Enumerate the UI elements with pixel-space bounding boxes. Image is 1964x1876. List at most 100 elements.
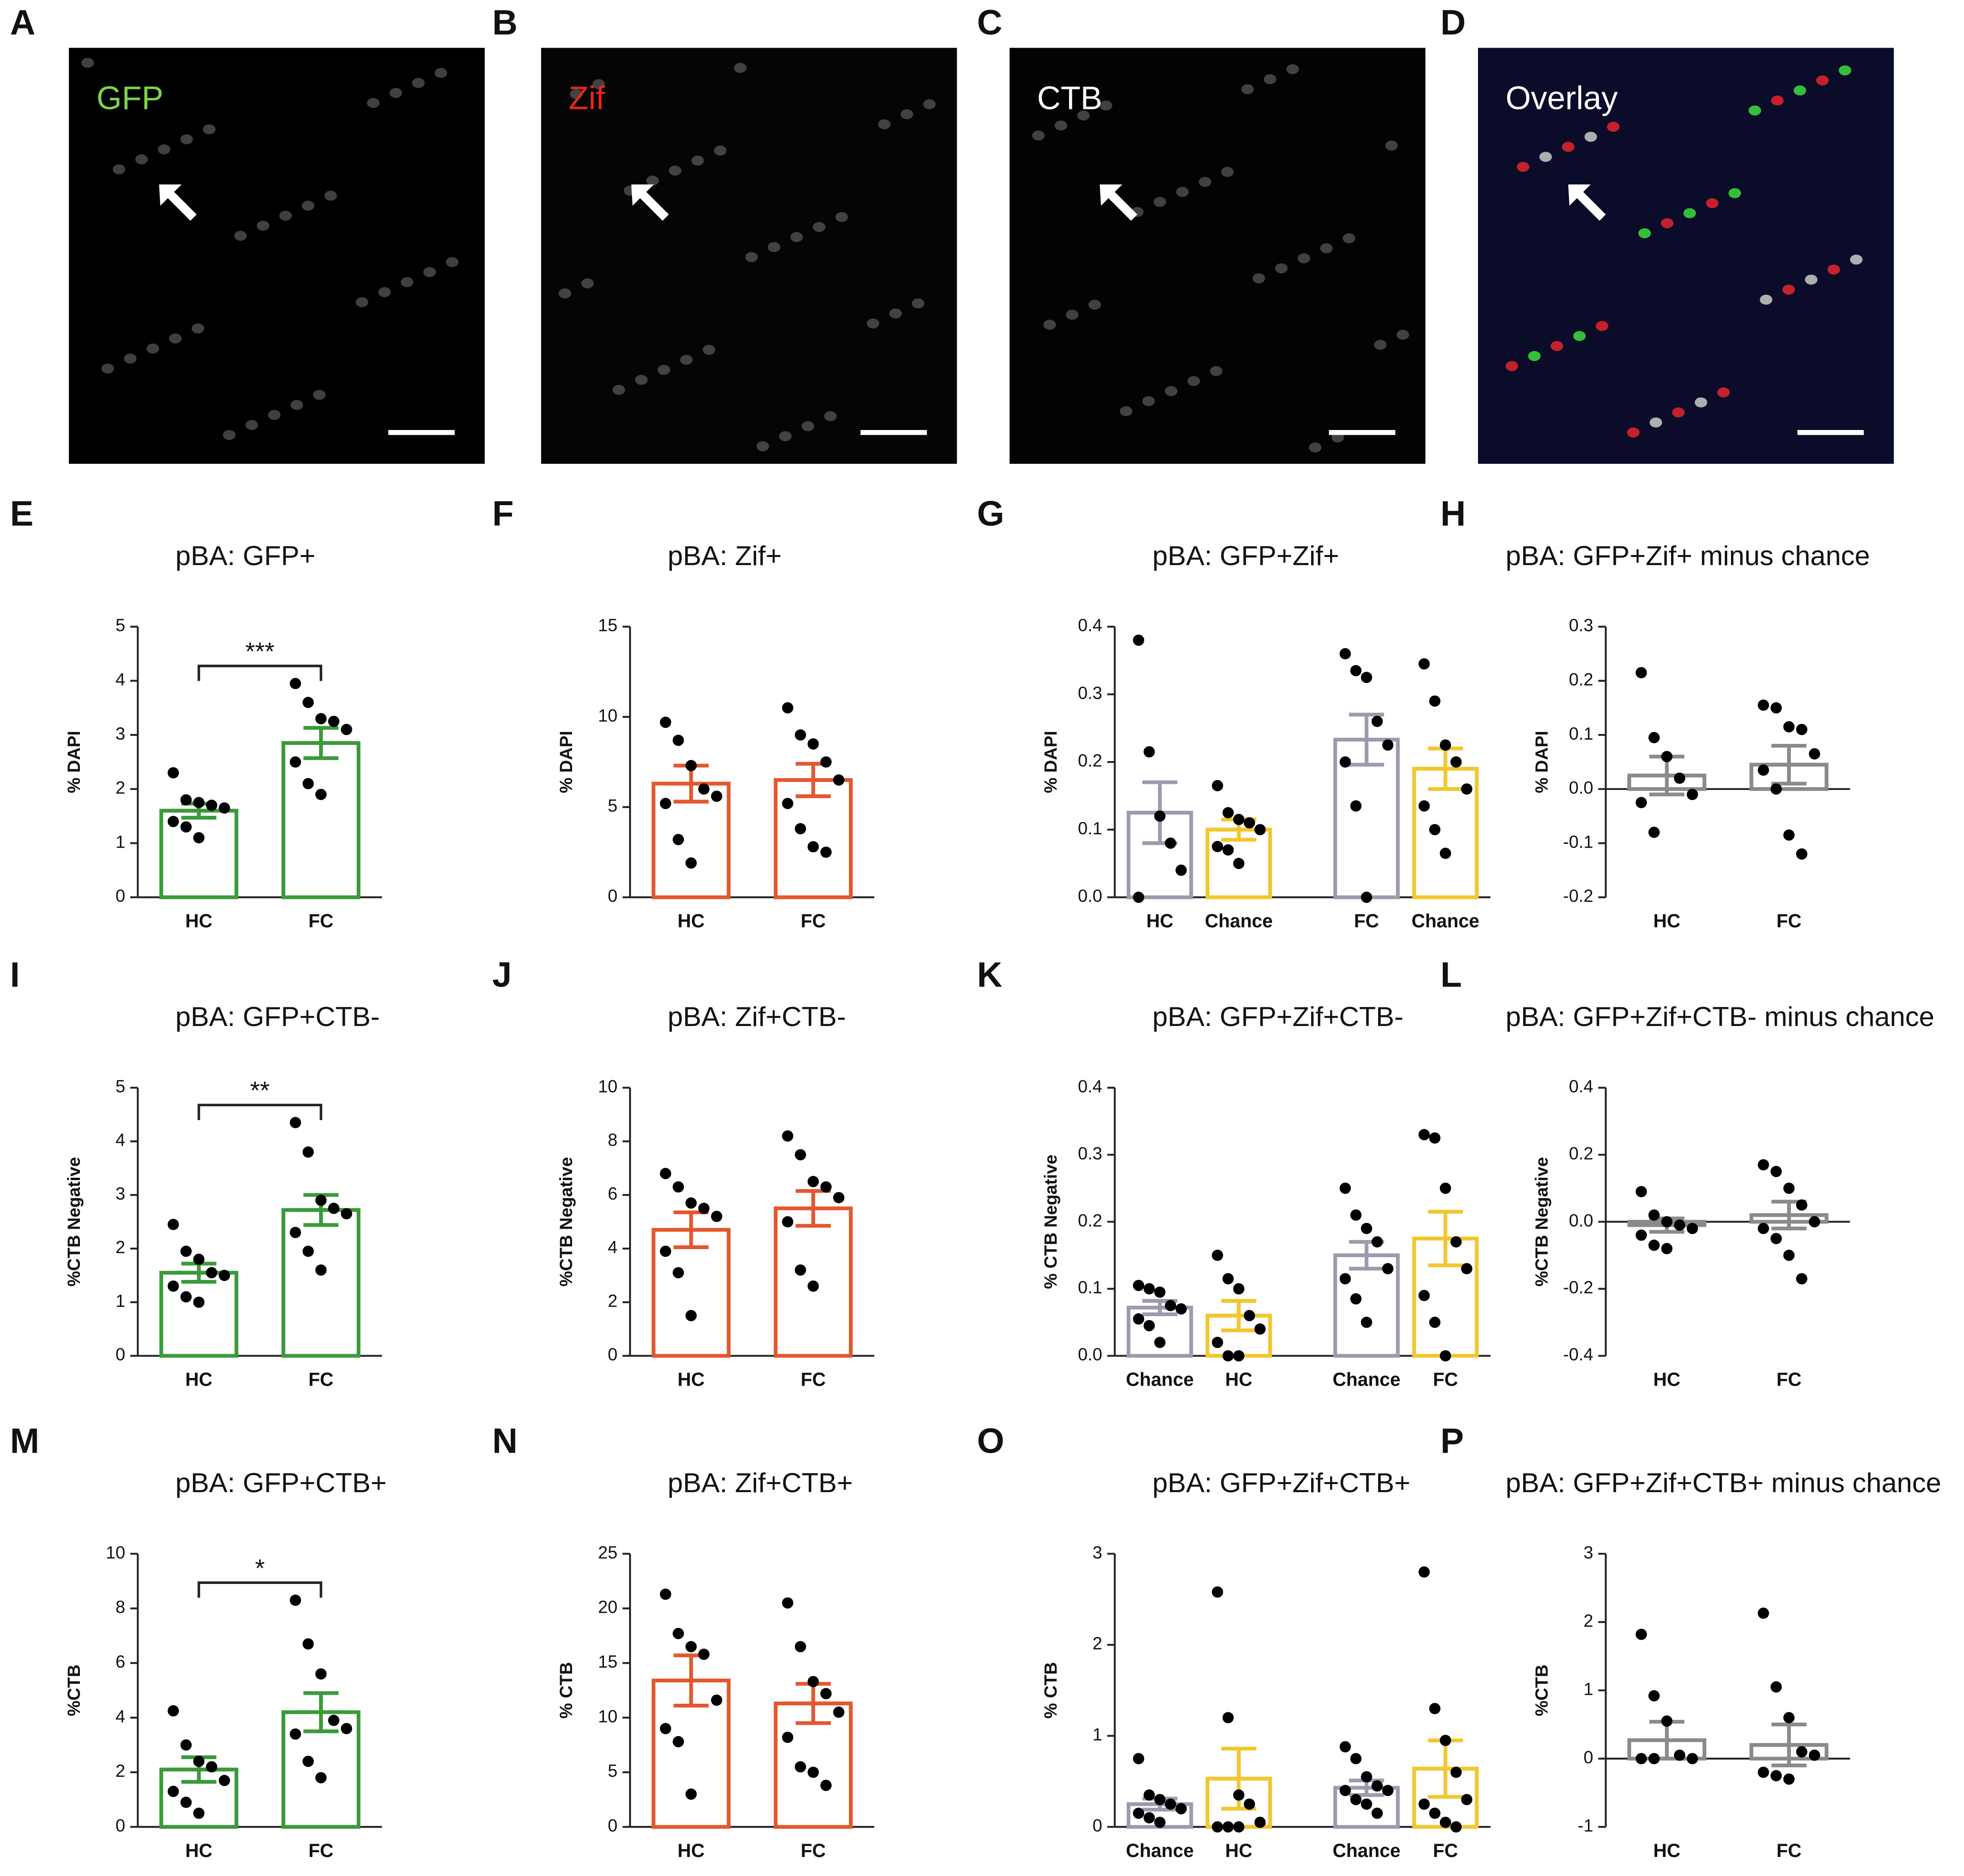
data-point: [782, 1216, 794, 1228]
data-point: [1175, 1303, 1187, 1315]
data-point: [807, 1176, 819, 1187]
data-point: [1783, 829, 1795, 841]
cell: [101, 363, 114, 374]
y-tick-label: 5: [608, 1761, 618, 1781]
data-point: [193, 832, 204, 844]
cell: [889, 308, 902, 319]
cell: [912, 298, 924, 309]
data-point: [219, 802, 230, 814]
channel-label: Overlay: [1506, 79, 1618, 116]
cell: [1760, 294, 1773, 305]
data-point: [1635, 1753, 1647, 1765]
cell: [1850, 254, 1863, 265]
cell: [801, 421, 815, 431]
data-point: [1222, 1350, 1234, 1362]
data-point: [1222, 844, 1234, 856]
data-point: [1222, 807, 1234, 819]
data-point: [1796, 1199, 1808, 1211]
cell: [1805, 274, 1818, 285]
cell: [1584, 132, 1597, 142]
y-axis-label: %CTB Negative: [556, 1157, 576, 1286]
data-point: [1382, 739, 1394, 751]
panel-letter: J: [492, 955, 512, 994]
data-point: [1418, 658, 1430, 670]
data-point: [1661, 1216, 1672, 1228]
x-tick-label: HC: [678, 911, 705, 932]
data-point: [1212, 1250, 1224, 1261]
chart-title: pBA: GFP+: [175, 541, 316, 571]
y-tick-label: 3: [116, 1184, 126, 1203]
chart-title: pBA: GFP+Zif+ minus chance: [1506, 541, 1870, 571]
significance-bracket: *: [197, 1554, 322, 1598]
cell: [1142, 396, 1155, 406]
data-point: [672, 1628, 684, 1640]
cell: [1838, 65, 1851, 76]
data-point: [180, 1291, 192, 1303]
data-point: [1418, 800, 1430, 812]
cell: [714, 146, 727, 156]
data-point: [711, 791, 722, 802]
cell: [1694, 397, 1708, 408]
cell: [1683, 208, 1696, 218]
data-point: [193, 1296, 204, 1308]
data-point: [833, 774, 845, 786]
panel-letter: L: [1440, 955, 1462, 994]
cell: [434, 68, 447, 78]
chart-title: pBA: GFP+Zif+: [1152, 541, 1339, 571]
data-point: [1212, 1586, 1224, 1598]
data-point: [302, 1146, 314, 1158]
y-tick-label: 0.1: [1078, 1278, 1102, 1297]
data-point: [833, 1706, 845, 1718]
cell: [1517, 162, 1530, 172]
cell: [1286, 64, 1299, 74]
panel-letter: H: [1440, 494, 1466, 533]
data-point: [1143, 1320, 1155, 1331]
y-tick-label: 10: [598, 1076, 618, 1096]
data-point: [219, 1270, 230, 1281]
y-tick-label: 1: [1092, 1725, 1102, 1744]
panel-letter: C: [977, 3, 1002, 42]
y-tick-label: 0.4: [1078, 616, 1102, 635]
data-point: [1154, 1817, 1166, 1828]
cell: [203, 124, 216, 135]
cell: [400, 277, 414, 287]
data-point: [1154, 1337, 1166, 1348]
x-tick-label: FC: [1433, 1369, 1458, 1390]
data-point: [1233, 1821, 1245, 1833]
data-point: [833, 1192, 845, 1203]
cell: [1771, 95, 1784, 106]
bracket: [197, 1581, 322, 1598]
data-point: [1350, 1209, 1362, 1221]
cell: [669, 166, 681, 176]
data-point: [1254, 1323, 1266, 1335]
data-point: [1175, 864, 1187, 876]
data-point: [1674, 772, 1685, 784]
cell: [1320, 243, 1333, 254]
data-point: [180, 1739, 192, 1751]
data-point: [1361, 1798, 1372, 1810]
channel-label: GFP: [97, 79, 164, 116]
data-point: [1222, 1821, 1234, 1833]
data-point: [1450, 1236, 1462, 1248]
cell: [146, 343, 159, 354]
data-point: [1175, 1803, 1187, 1815]
arrow: [1099, 184, 1138, 221]
panel-letter: M: [10, 1421, 39, 1460]
data-point: [290, 756, 301, 768]
cell: [745, 252, 758, 262]
data-point: [1133, 1313, 1145, 1325]
x-tick-label: HC: [185, 1840, 213, 1861]
cell: [558, 288, 572, 299]
data-point: [1429, 695, 1441, 707]
data-point: [1796, 1273, 1808, 1285]
cell: [1539, 152, 1552, 162]
y-tick-label: 4: [608, 1238, 618, 1257]
y-tick-label: -0.1: [1563, 832, 1594, 851]
y-tick-label: 0: [116, 1345, 126, 1364]
arrow: [159, 184, 197, 221]
cell: [768, 242, 780, 252]
data-point: [1254, 824, 1266, 836]
cell: [157, 144, 171, 155]
chart-title: pBA: GFP+CTB-: [175, 1002, 380, 1032]
data-point: [1770, 702, 1782, 713]
